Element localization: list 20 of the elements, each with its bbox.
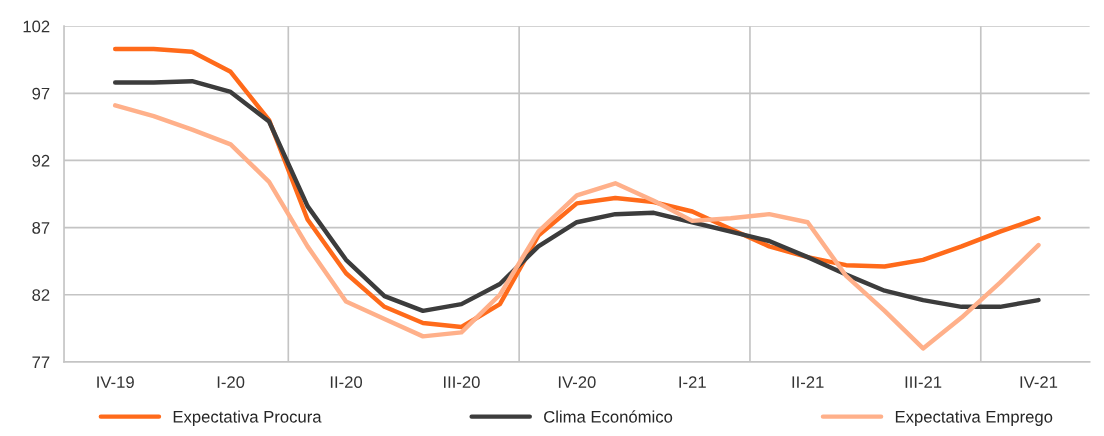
x-tick-label: I-21 xyxy=(679,376,706,388)
x-tick-label: III-21 xyxy=(905,376,942,388)
x-tick-label: IV-20 xyxy=(558,376,596,389)
x-tick-label: III-20 xyxy=(443,376,480,389)
x-tick-label: I-20 xyxy=(217,376,245,389)
x-tick-label: II-21 xyxy=(792,376,824,388)
legend-label: Clima Económico xyxy=(544,410,673,423)
y-tick-label: 82 xyxy=(32,289,50,301)
legend-label: Expectativa Emprego xyxy=(895,410,1053,426)
y-tick-label: 97 xyxy=(32,87,50,100)
y-tick-label: 92 xyxy=(32,154,50,167)
y-tick-label: 87 xyxy=(32,221,50,234)
y-tick-label: 102 xyxy=(23,20,50,33)
x-tick-label: IV-19 xyxy=(97,376,134,389)
line-series xyxy=(112,103,1041,351)
legend-label: Expectativa Procura xyxy=(173,410,322,426)
x-tick-label: II-20 xyxy=(330,376,363,389)
x-tick-label: IV-21 xyxy=(1020,376,1058,388)
line-series xyxy=(112,79,1041,314)
y-tick-label: 77 xyxy=(32,356,50,368)
